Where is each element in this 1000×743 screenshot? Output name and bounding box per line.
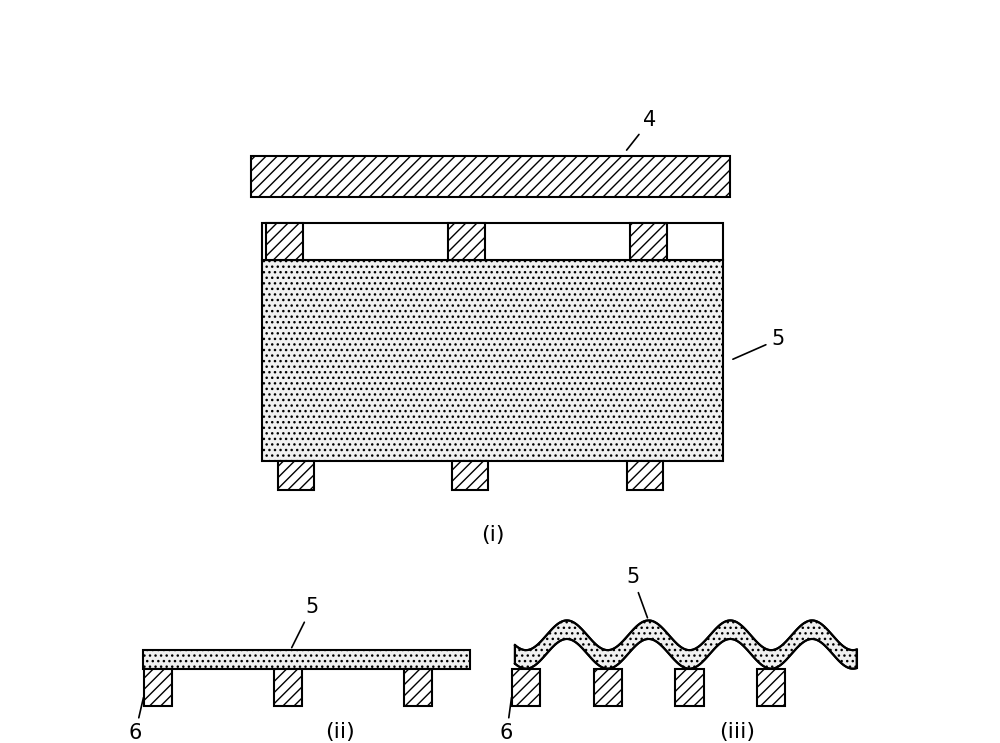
Bar bbox=[757, 669, 785, 706]
Bar bbox=[630, 223, 667, 260]
Bar bbox=[278, 461, 314, 490]
Bar bbox=[143, 650, 470, 669]
Text: 5: 5 bbox=[292, 597, 319, 648]
Bar bbox=[266, 223, 303, 260]
Bar bbox=[448, 223, 485, 260]
Bar bbox=[404, 669, 432, 706]
Text: 5: 5 bbox=[733, 329, 784, 359]
Text: 5: 5 bbox=[626, 567, 647, 617]
Bar bbox=[274, 669, 302, 706]
Text: 6: 6 bbox=[500, 698, 513, 743]
Bar bbox=[594, 669, 622, 706]
Bar bbox=[675, 669, 704, 706]
Bar bbox=[627, 461, 663, 490]
Text: 4: 4 bbox=[627, 110, 657, 150]
Bar bbox=[251, 156, 730, 197]
Text: (i): (i) bbox=[481, 525, 504, 545]
Text: 6: 6 bbox=[128, 698, 143, 743]
Polygon shape bbox=[515, 620, 857, 669]
Text: (ii): (ii) bbox=[325, 722, 354, 742]
Bar bbox=[144, 669, 172, 706]
Bar bbox=[262, 223, 723, 260]
Text: (iii): (iii) bbox=[719, 722, 755, 742]
Bar bbox=[512, 669, 540, 706]
Bar bbox=[262, 260, 723, 461]
Bar bbox=[452, 461, 488, 490]
